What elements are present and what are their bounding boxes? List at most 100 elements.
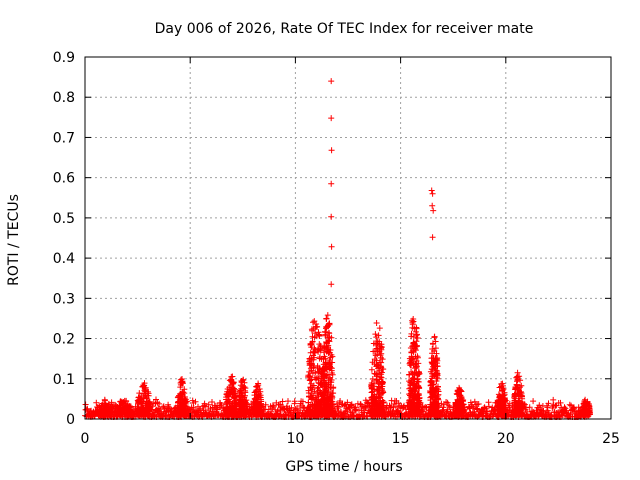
data-point xyxy=(153,396,159,403)
data-point xyxy=(517,384,523,391)
data-point xyxy=(315,392,322,398)
data-point xyxy=(250,408,257,415)
data-point xyxy=(413,358,420,364)
data-point xyxy=(369,396,376,403)
data-point xyxy=(223,409,230,416)
data-point xyxy=(376,395,383,402)
data-point xyxy=(460,407,467,413)
data-point xyxy=(326,357,333,364)
data-point xyxy=(427,368,434,375)
data-point xyxy=(513,404,520,411)
data-point xyxy=(519,405,526,412)
data-point xyxy=(495,401,501,408)
data-point xyxy=(501,396,508,403)
data-point xyxy=(326,374,333,381)
data-point xyxy=(518,410,525,417)
data-point xyxy=(299,398,306,405)
data-point xyxy=(309,338,316,345)
data-point xyxy=(371,383,377,390)
data-point xyxy=(412,353,419,360)
data-point xyxy=(416,395,423,402)
data-point xyxy=(319,393,326,400)
data-point xyxy=(306,362,313,369)
data-point xyxy=(119,399,126,406)
data-point xyxy=(430,207,437,214)
data-point xyxy=(512,411,519,418)
data-point xyxy=(412,328,419,335)
data-point xyxy=(368,366,375,373)
data-point xyxy=(285,398,291,405)
data-point xyxy=(119,405,126,411)
data-point xyxy=(270,403,277,410)
data-point xyxy=(176,394,183,401)
data-point xyxy=(411,410,418,417)
data-point xyxy=(329,406,336,412)
data-point xyxy=(430,407,437,414)
data-point xyxy=(227,404,234,411)
data-point xyxy=(238,385,245,392)
data-point xyxy=(144,411,151,418)
data-point xyxy=(311,388,318,395)
data-point xyxy=(410,316,417,322)
data-point xyxy=(431,390,438,397)
data-point xyxy=(344,399,351,406)
data-point xyxy=(179,376,185,382)
data-point xyxy=(322,364,329,371)
data-point xyxy=(297,407,304,414)
data-point xyxy=(414,335,421,341)
data-point xyxy=(269,402,276,409)
data-point xyxy=(428,187,435,194)
data-point xyxy=(430,381,437,388)
data-point xyxy=(518,382,525,389)
data-point xyxy=(135,394,142,401)
data-point xyxy=(268,408,274,415)
data-point xyxy=(374,376,380,383)
data-point xyxy=(82,401,89,408)
data-point xyxy=(454,397,461,403)
plot-frame xyxy=(84,56,612,420)
data-point xyxy=(326,333,333,340)
data-point xyxy=(180,389,187,396)
data-point xyxy=(530,398,537,405)
data-point xyxy=(416,384,423,391)
x-tick-label: 15 xyxy=(392,431,410,447)
data-point xyxy=(308,367,315,374)
data-point xyxy=(498,397,505,404)
data-point xyxy=(224,398,231,405)
data-point xyxy=(372,331,379,338)
data-point xyxy=(409,324,416,331)
y-tick-label: 0.3 xyxy=(53,291,75,307)
data-point xyxy=(433,360,440,367)
data-point xyxy=(258,398,265,405)
data-point xyxy=(328,365,335,372)
data-point xyxy=(512,399,519,406)
data-point xyxy=(279,398,286,405)
y-tick-label: 0.7 xyxy=(53,130,75,146)
data-point xyxy=(429,234,436,241)
data-point xyxy=(328,78,335,85)
data-point xyxy=(329,371,336,378)
data-point xyxy=(255,380,262,387)
data-point xyxy=(242,389,249,396)
data-point xyxy=(315,401,322,408)
data-point xyxy=(127,412,134,418)
data-point xyxy=(321,401,328,408)
data-point xyxy=(177,384,184,391)
data-point xyxy=(575,404,582,411)
data-point xyxy=(254,383,261,390)
data-point xyxy=(240,396,247,403)
data-point xyxy=(322,388,329,395)
data-point xyxy=(142,402,149,409)
data-point xyxy=(584,409,591,415)
data-point xyxy=(412,361,419,368)
data-point xyxy=(229,408,236,415)
data-point xyxy=(324,312,331,319)
data-point xyxy=(410,340,417,346)
data-point xyxy=(314,374,320,381)
data-point xyxy=(324,348,331,355)
data-point xyxy=(579,411,586,418)
y-tick-label: 0.9 xyxy=(53,50,75,66)
data-point xyxy=(145,410,152,417)
data-point xyxy=(104,403,111,410)
data-point xyxy=(254,394,260,400)
